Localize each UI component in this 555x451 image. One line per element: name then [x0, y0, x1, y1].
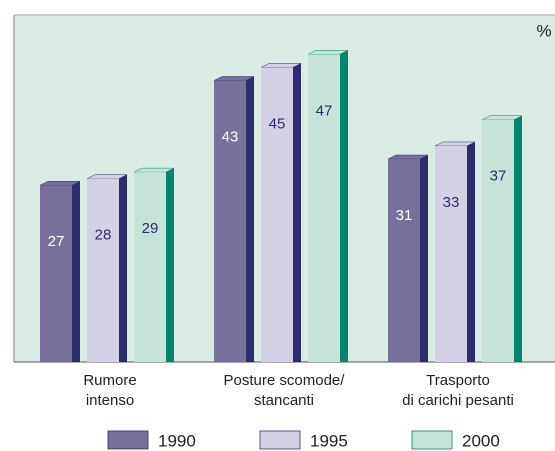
- value-label: 37: [490, 168, 507, 185]
- legend-label: 1995: [310, 431, 348, 450]
- value-label: 43: [222, 128, 239, 145]
- value-label: 45: [269, 115, 286, 132]
- x-tick-label: di carichi pesanti: [402, 392, 514, 409]
- value-label: 28: [95, 227, 112, 244]
- x-tick-label: stancanti: [254, 392, 314, 409]
- bar-side: [246, 76, 254, 363]
- bar-side: [340, 50, 348, 362]
- bar-side: [119, 174, 127, 362]
- bar: [388, 159, 420, 362]
- bar-side: [293, 63, 301, 363]
- legend-swatch: [259, 430, 301, 450]
- bar: [261, 67, 293, 363]
- bar: [87, 178, 119, 362]
- bar: [482, 119, 514, 362]
- value-label: 31: [396, 207, 413, 224]
- legend-swatch: [107, 430, 149, 450]
- legend-label: 2000: [462, 431, 500, 450]
- x-tick-label: intenso: [86, 392, 134, 409]
- bar: [40, 185, 72, 362]
- value-label: 47: [316, 102, 333, 119]
- legend-label: 1990: [158, 431, 196, 450]
- bar: [308, 54, 340, 362]
- value-label: 33: [443, 194, 460, 211]
- value-label: 27: [48, 233, 65, 250]
- bar-side: [420, 155, 428, 362]
- bar-side: [514, 115, 522, 362]
- bar-side: [467, 141, 475, 362]
- bar-side: [166, 168, 174, 362]
- bar: [435, 145, 467, 362]
- bar-side: [72, 181, 80, 362]
- unit-label: %: [536, 21, 551, 40]
- x-tick-label: Posture scomode/: [224, 372, 346, 389]
- value-label: 29: [142, 220, 159, 237]
- bar: [214, 80, 246, 363]
- bar: [134, 172, 166, 362]
- x-tick-label: Rumore: [83, 372, 136, 389]
- x-tick-label: Trasporto: [426, 372, 490, 389]
- legend-swatch: [411, 430, 453, 450]
